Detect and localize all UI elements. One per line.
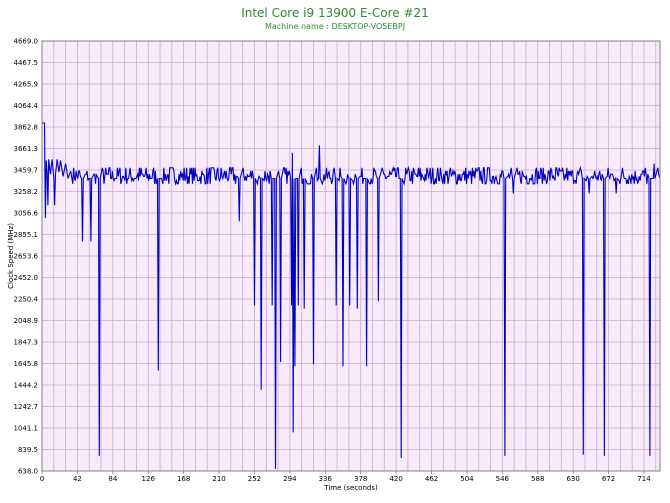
y-tick-label: 4467.5: [14, 59, 39, 67]
x-tick-label: 126: [142, 475, 156, 483]
x-tick-label: 210: [212, 475, 225, 483]
y-tick-label: 3056.6: [14, 210, 39, 218]
x-tick-label: 0: [40, 475, 44, 483]
y-tick-label: 3459.7: [14, 167, 39, 175]
x-tick-label: 714: [637, 475, 651, 483]
x-tick-label: 252: [248, 475, 261, 483]
x-tick-label: 630: [566, 475, 579, 483]
x-tick-label: 42: [73, 475, 82, 483]
plot-frame: [41, 40, 661, 472]
x-tick-label: 84: [108, 475, 117, 483]
x-tick-label: 420: [389, 475, 402, 483]
y-tick-label: 3258.2: [14, 188, 39, 196]
y-tick-label: 839.5: [18, 446, 38, 454]
y-tick-label: 2250.4: [14, 296, 39, 304]
y-axis-label: Clock Speed (MHz): [7, 223, 15, 289]
x-tick-label: 378: [354, 475, 367, 483]
y-tick-label: 638.0: [18, 468, 38, 476]
y-tick-label: 2653.6: [14, 252, 39, 260]
y-tick-label: 2855.1: [14, 231, 39, 239]
x-tick-label: 294: [283, 475, 297, 483]
y-tick-label: 4064.4: [14, 102, 39, 110]
y-tick-label: 2048.9: [14, 317, 39, 325]
x-tick-label: 168: [177, 475, 190, 483]
y-tick-label: 1242.7: [14, 403, 39, 411]
series-line-clock-speed: [42, 122, 661, 469]
y-tick-label: 4669.0: [14, 38, 39, 46]
y-tick-label: 1041.1: [14, 425, 39, 433]
x-tick-label: 546: [496, 475, 510, 483]
y-tick-label: 4265.9: [14, 81, 39, 89]
x-tick-label: 504: [460, 475, 474, 483]
x-tick-label: 588: [531, 475, 544, 483]
chart-title: Intel Core i9 13900 E-Core #21: [241, 6, 429, 20]
x-tick-label: 462: [425, 475, 438, 483]
chart-subtitle: Machine name : DESKTOP-VO5EBPJ: [264, 22, 406, 31]
x-tick-label: 672: [602, 475, 615, 483]
y-tick-label: 1444.2: [14, 382, 39, 390]
y-tick-label: 3661.3: [14, 145, 39, 153]
y-tick-label: 2452.0: [14, 274, 39, 282]
y-tick-label: 1847.3: [14, 339, 39, 347]
y-tick-label: 3862.8: [14, 124, 39, 132]
x-axis-label: Time (seconds): [323, 484, 378, 492]
y-tick-label: 1645.8: [14, 360, 39, 368]
x-tick-label: 336: [319, 475, 333, 483]
